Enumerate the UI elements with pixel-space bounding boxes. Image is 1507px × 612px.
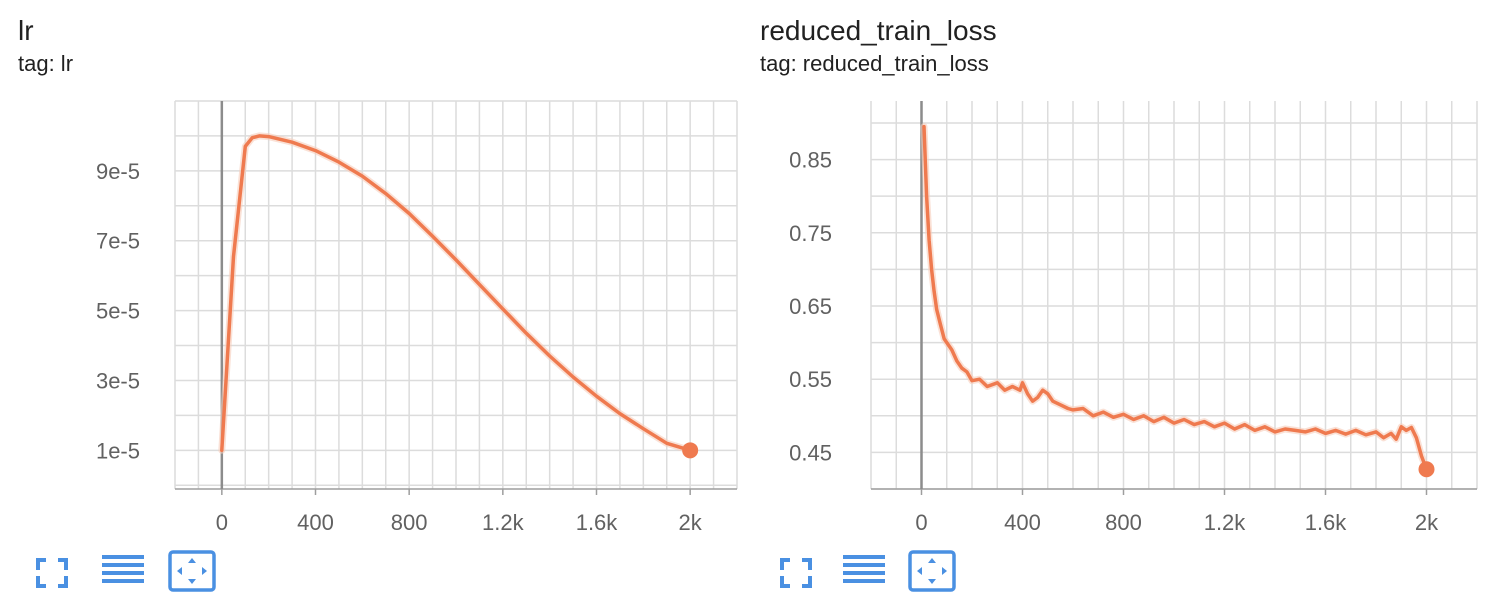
y-tick-label: 9e-5 (96, 159, 140, 184)
toggle-y-log-icon (843, 555, 885, 583)
x-tick-label: 0 (216, 510, 228, 535)
x-tick-label: 1.6k (576, 510, 619, 535)
chart-plot-lr[interactable]: 0 400 800 1.2k 1.6k 2k 1e-5 3e-5 5e-5 7e-5 9e-5 (0, 0, 740, 540)
fit-domain-button[interactable] (167, 548, 217, 594)
y-tick-label: 0.45 (789, 440, 832, 465)
fullscreen-icon (780, 558, 812, 588)
chart-card-reduced-train-loss: reduced_train_loss tag: reduced_train_lo… (740, 0, 1480, 612)
y-tick-label: 0.55 (789, 367, 832, 392)
fullscreen-icon (36, 558, 68, 588)
x-tick-label: 800 (391, 510, 428, 535)
y-tick-label: 3e-5 (96, 368, 140, 393)
x-tick-label: 1.2k (1204, 510, 1247, 535)
chart-title: reduced_train_loss (760, 15, 997, 46)
series-line (220, 134, 692, 453)
fit-domain-icon (168, 550, 216, 592)
toggle-log-scale-button[interactable] (102, 548, 144, 594)
chart-title: lr (18, 15, 34, 46)
y-tick-label: 1e-5 (96, 438, 140, 463)
fit-domain-button[interactable] (907, 548, 957, 594)
chart-tag: tag: reduced_train_loss (760, 51, 989, 76)
last-point-marker (1418, 461, 1435, 478)
series-line (922, 124, 1429, 471)
y-tick-label: 5e-5 (96, 299, 140, 324)
x-tick-label: 400 (1004, 510, 1041, 535)
toggle-log-scale-button[interactable] (843, 548, 885, 594)
y-tick-label: 0.75 (789, 221, 832, 246)
fullscreen-button[interactable] (34, 548, 70, 594)
x-tick-label: 400 (297, 510, 334, 535)
y-tick-label: 0.85 (789, 148, 832, 173)
x-tick-label: 1.6k (1305, 510, 1348, 535)
chart-card-lr: lr tag: lr 0 400 800 1.2k 1.6k 2k 1e-5 3e-5 5e-5… (0, 0, 740, 612)
x-tick-label: 800 (1105, 510, 1142, 535)
chart-tag: tag: lr (18, 51, 74, 76)
y-tick-label: 0.65 (789, 294, 832, 319)
y-tick-label: 7e-5 (96, 229, 140, 254)
grid (871, 101, 1478, 490)
x-tick-label: 1.2k (482, 510, 525, 535)
x-tick-label: 0 (915, 510, 927, 535)
toggle-y-log-icon (102, 555, 144, 583)
fullscreen-button[interactable] (778, 548, 814, 594)
fit-domain-icon (908, 550, 956, 592)
last-point-marker (682, 442, 699, 459)
chart-plot-reduced-train-loss[interactable]: 0 400 800 1.2k 1.6k 2k 0.45 0.55 0.65 0.75 0.85 (740, 0, 1480, 540)
x-tick-label: 2k (679, 510, 703, 535)
x-tick-label: 2k (1415, 510, 1439, 535)
